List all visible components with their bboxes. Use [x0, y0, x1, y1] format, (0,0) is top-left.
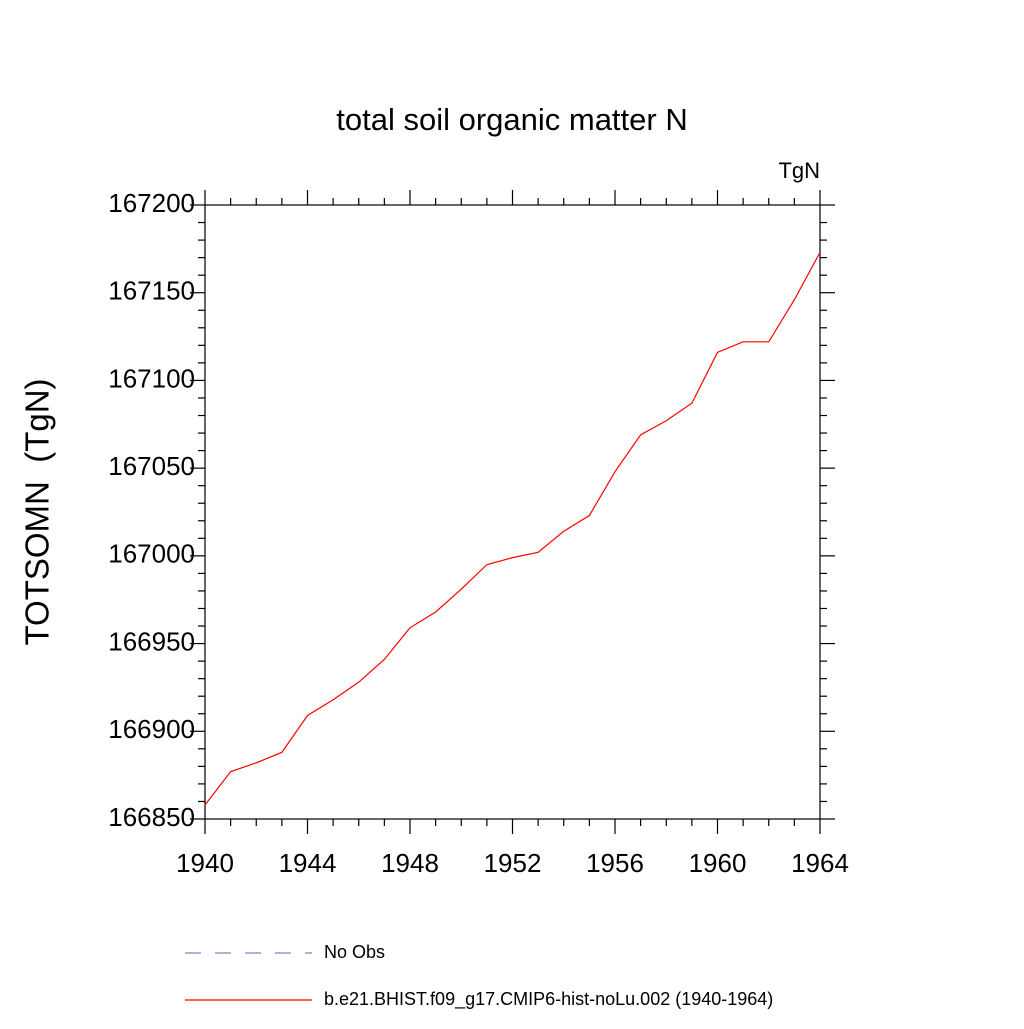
y-tick-label: 167200 — [108, 188, 195, 218]
y-tick-label: 167050 — [108, 451, 195, 481]
x-tick-label: 1940 — [176, 848, 234, 878]
legend-label: No Obs — [324, 942, 385, 962]
x-tick-label: 1952 — [484, 848, 542, 878]
x-tick-label: 1964 — [791, 848, 849, 878]
chart-title: total soil organic matter N — [336, 102, 687, 137]
x-tick-label: 1956 — [586, 848, 644, 878]
data-line — [204, 252, 821, 806]
x-tick-label: 1948 — [381, 848, 439, 878]
x-tick-label: 1960 — [689, 848, 747, 878]
units-label: TgN — [778, 158, 820, 183]
y-tick-label: 166900 — [108, 714, 195, 744]
y-tick-label: 167100 — [108, 363, 195, 393]
y-tick-label: 167000 — [108, 539, 195, 569]
y-tick-label: 166950 — [108, 626, 195, 656]
x-tick-label: 1944 — [279, 848, 337, 878]
y-tick-label: 167150 — [108, 276, 195, 306]
legend-label: b.e21.BHIST.f09_g17.CMIP6-hist-noLu.002 … — [324, 989, 773, 1010]
y-axis-label: TOTSOMN (TgN) — [19, 378, 56, 645]
plot-frame — [204, 204, 821, 820]
y-tick-label: 166850 — [108, 802, 195, 832]
